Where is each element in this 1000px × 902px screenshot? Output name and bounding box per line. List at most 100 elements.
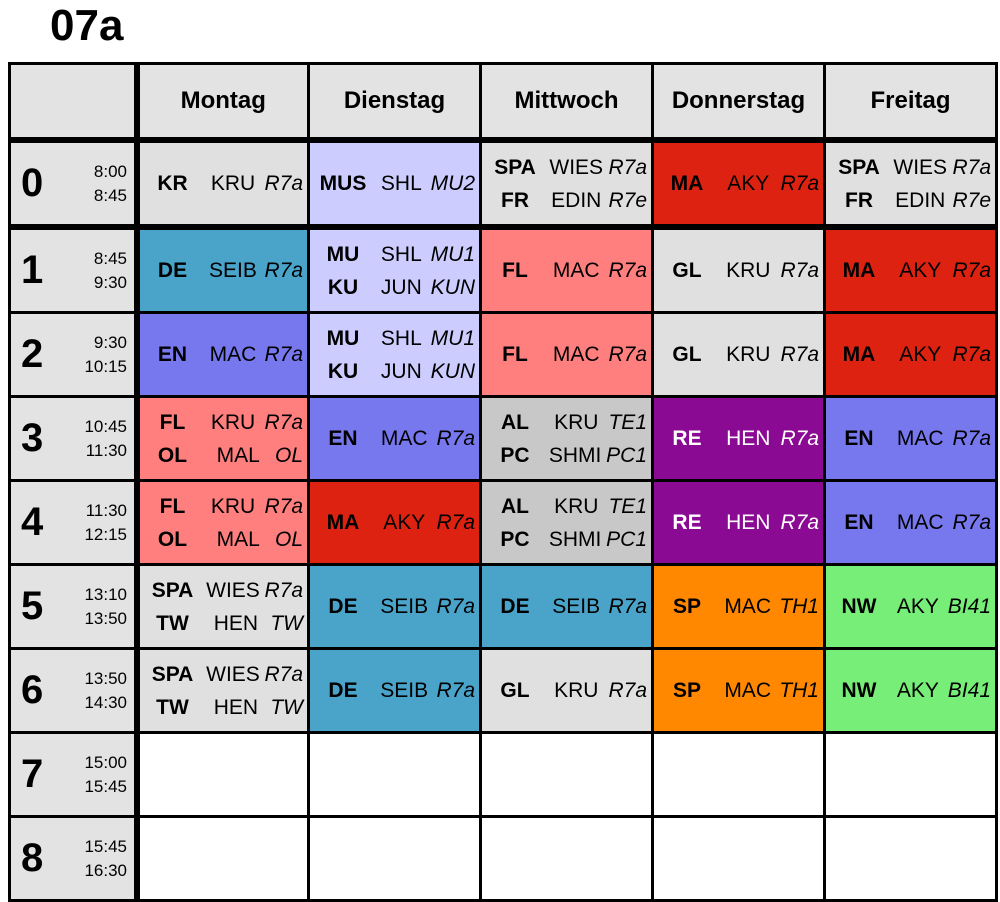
- room-code: R7a: [780, 511, 819, 534]
- room-code: R7a: [264, 410, 303, 434]
- room-code: TW: [270, 695, 303, 719]
- lesson-entry: SPA WIES R7a: [144, 574, 303, 607]
- period-number: 1: [21, 248, 44, 292]
- lesson-list: SPA WIES R7a FR EDIN R7e: [482, 143, 651, 224]
- period-start-time: 11:30: [85, 500, 127, 520]
- period-start-time: 15:00: [84, 752, 127, 772]
- timetable-cell: MA AKY R7a: [823, 311, 998, 398]
- corner-cell: [8, 62, 140, 143]
- timetable-cell: RE HEN R7a: [651, 479, 826, 566]
- period-info: 8 15:45 16:30: [11, 818, 134, 899]
- period-end-time: 15:45: [84, 776, 127, 796]
- lesson-list: SPA WIES R7a TW HEN TW: [140, 566, 308, 647]
- period-row: 3 10:45 11:30 FL KRU R7a OL MAL OL EN MAC R7a AL KRU T…: [8, 395, 998, 482]
- timetable-cell: SPA WIES R7a TW HEN TW: [135, 647, 310, 734]
- teacher-code: MAC: [380, 427, 428, 450]
- teacher-code: KRU: [554, 410, 599, 434]
- lesson-entry: MUS SHL MU2: [314, 167, 475, 200]
- timetable-cell: DE SEIB R7a: [307, 647, 482, 734]
- lesson-list: NW AKY BI41: [826, 566, 995, 647]
- lesson-entry: EN MAC R7a: [144, 338, 303, 371]
- day-header-friday: Freitag: [823, 62, 998, 143]
- room-code: R7a: [608, 155, 647, 179]
- teacher-code: JUN: [380, 275, 422, 299]
- teacher-code: SEIB: [380, 595, 429, 618]
- subject-code: EN: [328, 427, 358, 450]
- room-code: OL: [274, 527, 303, 551]
- timetable-cell: MU SHL MU1 KU JUN KUN: [307, 311, 482, 398]
- lesson-entry: SP MAC TH1: [658, 674, 819, 707]
- teacher-code: KRU: [210, 172, 256, 195]
- lesson-entry: DE SEIB R7a: [486, 590, 647, 623]
- period-info: 2 9:30 10:15: [11, 314, 134, 395]
- lesson-list: FL KRU R7a OL MAL OL: [140, 398, 308, 479]
- period-number: 8: [21, 836, 44, 880]
- teacher-code: MAL: [216, 527, 260, 551]
- room-code: MU1: [430, 326, 475, 350]
- room-code: PC1: [606, 527, 647, 551]
- room-code: R7a: [264, 343, 303, 366]
- subject-code: AL: [501, 494, 529, 518]
- class-title: 07a: [50, 1, 124, 50]
- room-code: R7a: [436, 427, 475, 450]
- teacher-code: SHMI: [548, 443, 602, 467]
- lesson-entry: FR EDIN R7e: [486, 184, 647, 217]
- lesson-list: [826, 818, 995, 899]
- lesson-entry: EN MAC R7a: [830, 422, 991, 455]
- lesson-entry: FL MAC R7a: [486, 254, 647, 287]
- period-number: 4: [21, 500, 44, 544]
- period-times: 8:00 8:45: [65, 160, 127, 208]
- period-start-time: 13:50: [84, 668, 127, 688]
- period-row: 0 8:00 8:45 KR KRU R7a MUS SHL MU2 SPA WIES R7a FR ED…: [8, 138, 998, 230]
- lesson-entry: EN MAC R7a: [314, 422, 475, 455]
- lesson-list: MA AKY R7a: [826, 230, 995, 311]
- subject-code: AL: [501, 410, 529, 434]
- lesson-list: [654, 734, 823, 815]
- timetable-cell: [479, 815, 654, 902]
- period-cell: 6 13:50 14:30: [8, 647, 140, 734]
- lesson-list: MU SHL MU1 KU JUN KUN: [310, 230, 479, 311]
- period-cell: 2 9:30 10:15: [8, 311, 140, 398]
- teacher-code: AKY: [899, 343, 942, 366]
- subject-code: KR: [157, 172, 188, 195]
- period-cell: 3 10:45 11:30: [8, 395, 140, 482]
- lesson-list: MA AKY R7a: [310, 482, 479, 563]
- subject-code: PC: [500, 527, 530, 551]
- teacher-code: WIES: [893, 155, 948, 179]
- period-info: 1 8:45 9:30: [11, 230, 134, 311]
- room-code: R7a: [264, 662, 303, 686]
- period-times: 8:45 9:30: [65, 247, 127, 295]
- subject-code: EN: [157, 343, 188, 366]
- period-times: 10:45 11:30: [65, 415, 127, 463]
- lesson-entry: FL KRU R7a: [144, 406, 303, 439]
- subject-code: DE: [328, 595, 358, 618]
- timetable-cell: KR KRU R7a: [135, 138, 310, 230]
- subject-code: OL: [157, 527, 188, 551]
- lesson-list: DE SEIB R7a: [310, 566, 479, 647]
- period-row: 2 9:30 10:15 EN MAC R7a MU SHL MU1 KU JUN KUN FL MAC R…: [8, 311, 998, 398]
- period-times: 15:00 15:45: [65, 751, 127, 799]
- lesson-list: [310, 734, 479, 815]
- lesson-entry: FL KRU R7a: [144, 490, 303, 523]
- period-cell: 8 15:45 16:30: [8, 815, 140, 902]
- period-info: 0 8:00 8:45: [11, 143, 134, 224]
- timetable-cell: NW AKY BI41: [823, 563, 998, 650]
- teacher-code: KRU: [210, 494, 256, 518]
- timetable-cell: MA AKY R7a: [823, 225, 998, 314]
- lesson-entry: GL KRU R7a: [486, 674, 647, 707]
- lesson-entry: DE SEIB R7a: [144, 254, 303, 287]
- subject-code: MA: [842, 343, 876, 366]
- room-code: TW: [270, 611, 303, 635]
- timetable-cell: EN MAC R7a: [135, 311, 310, 398]
- timetable-cell: SPA WIES R7a FR EDIN R7e: [823, 138, 998, 230]
- period-info: 3 10:45 11:30: [11, 398, 134, 479]
- room-code: TH1: [779, 595, 819, 618]
- room-code: BI41: [947, 595, 991, 618]
- timetable-cell: GL KRU R7a: [479, 647, 654, 734]
- period-end-time: 8:45: [93, 185, 127, 205]
- timetable-cell: SP MAC TH1: [651, 647, 826, 734]
- period-times: 15:45 16:30: [65, 835, 127, 883]
- room-code: R7a: [780, 172, 819, 195]
- lesson-entry: MU SHL MU1: [314, 238, 475, 271]
- room-code: TH1: [779, 679, 819, 702]
